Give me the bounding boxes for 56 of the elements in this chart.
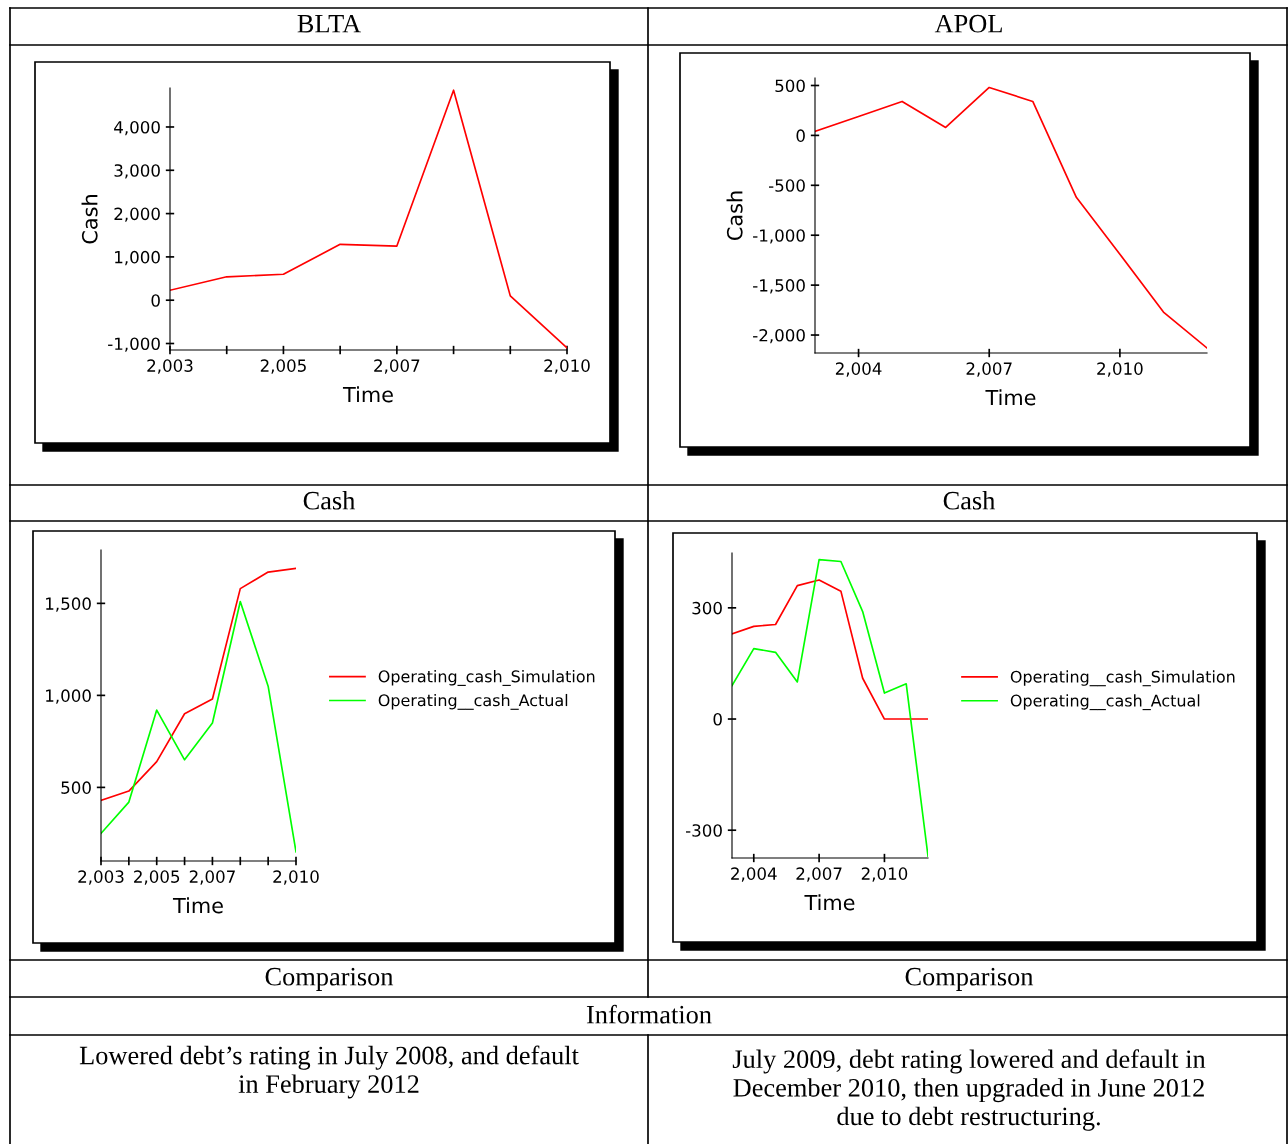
x-tick-label: 2,010 xyxy=(861,867,908,882)
line-series xyxy=(732,579,928,720)
x-tick-label: 2,003 xyxy=(78,870,124,885)
text: Comparison xyxy=(905,967,1034,991)
x-axis-title: Time xyxy=(342,386,393,403)
legend-label: Operating__cash_Simulation xyxy=(1010,670,1235,687)
y-tick-label: 0 xyxy=(151,294,160,307)
legend-label: Operating__cash_Actual xyxy=(378,693,568,710)
y-tick-label: -300 xyxy=(685,824,722,837)
text: Lowered debt’s rating in July 2008, and default in February 2012 xyxy=(79,1045,579,1099)
x-tick-label: 2,007 xyxy=(966,362,1012,377)
legend-label: Operating__cash_Actual xyxy=(1010,694,1200,711)
y-tick-label: -1,500 xyxy=(753,279,805,294)
x-tick-label: 2,007 xyxy=(189,870,235,885)
legend-label: Operating_cash_Simulation xyxy=(378,670,595,686)
x-tick-label: 2,004 xyxy=(835,362,882,377)
line-series xyxy=(101,567,296,802)
x-tick-label: 2,007 xyxy=(796,867,842,882)
y-tick-label: 1,500 xyxy=(46,597,91,612)
text: Comparison xyxy=(265,967,394,991)
text: Information xyxy=(586,1004,712,1024)
y-tick-label: -500 xyxy=(768,179,805,192)
y-tick-label: -2,000 xyxy=(753,328,805,344)
x-tick-label: 2,004 xyxy=(731,867,777,882)
y-axis-title: Cash xyxy=(726,191,743,241)
x-tick-label: 2,005 xyxy=(260,359,306,374)
chart-title: APOL xyxy=(934,14,1002,33)
y-tick-label: 1,000 xyxy=(46,689,91,704)
x-axis-title: Time xyxy=(804,894,855,911)
x-tick-label: 2,010 xyxy=(1097,362,1143,377)
x-axis-title: Time xyxy=(172,897,223,914)
x-axis-title: Time xyxy=(985,389,1036,406)
y-tick-label: 500 xyxy=(775,79,805,93)
y-tick-label: 2,000 xyxy=(114,207,160,222)
line-series xyxy=(101,600,296,853)
x-tick-label: 2,005 xyxy=(134,870,180,885)
x-tick-label: 2,010 xyxy=(273,870,319,885)
text: Cash xyxy=(303,491,356,510)
line-series xyxy=(815,86,1207,349)
x-tick-label: 2,007 xyxy=(374,359,420,374)
x-tick-label: 2,010 xyxy=(544,359,590,374)
y-tick-label: 3,000 xyxy=(114,164,160,179)
y-tick-label: 0 xyxy=(713,712,722,726)
chart-title: BLTA xyxy=(297,14,361,33)
y-tick-label: 1,000 xyxy=(115,250,160,266)
x-tick-label: 2,003 xyxy=(147,359,193,374)
text: July 2009, debt rating lowered and default in December 2010, then upgraded in June 2012 due to debt restructuring. xyxy=(732,1049,1206,1131)
y-tick-label: -1,000 xyxy=(753,229,805,244)
y-tick-label: 500 xyxy=(61,781,91,794)
y-axis-title: Cash xyxy=(81,195,98,244)
y-tick-label: 0 xyxy=(796,129,805,142)
line-series xyxy=(170,89,567,349)
y-tick-label: -1,000 xyxy=(108,337,160,352)
text: Cash xyxy=(943,491,996,510)
y-tick-label: 300 xyxy=(692,601,722,615)
y-tick-label: 4,000 xyxy=(114,120,160,136)
